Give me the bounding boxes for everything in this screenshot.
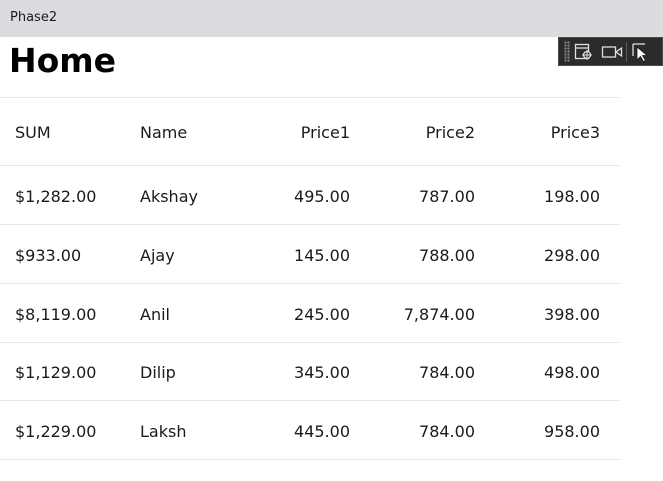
row-divider (0, 283, 620, 284)
row-divider (0, 400, 620, 401)
row-divider (0, 224, 620, 225)
cell-price3: 958.00 (544, 422, 600, 441)
window-title: Phase2 (10, 10, 58, 25)
cell-sum: $8,119.00 (15, 305, 97, 324)
select-element-icon[interactable] (627, 38, 655, 65)
title-bar[interactable]: Phase2 (0, 0, 663, 37)
cell-price2: 788.00 (419, 246, 475, 265)
cell-name: Akshay (140, 187, 198, 206)
cell-price1: 445.00 (294, 422, 350, 441)
cell-price3: 398.00 (544, 305, 600, 324)
cell-sum: $1,282.00 (15, 187, 97, 206)
cell-price2: 784.00 (419, 422, 475, 441)
toolbar-grip[interactable] (564, 41, 570, 62)
column-header-name[interactable]: Name (140, 123, 188, 142)
column-header-price3[interactable]: Price3 (550, 123, 600, 142)
cell-sum: $1,129.00 (15, 363, 97, 382)
cell-price1: 495.00 (294, 187, 350, 206)
column-header-price2[interactable]: Price2 (425, 123, 475, 142)
cell-price1: 345.00 (294, 363, 350, 382)
column-header-price1[interactable]: Price1 (300, 123, 350, 142)
cell-price3: 298.00 (544, 246, 600, 265)
cell-price2: 784.00 (419, 363, 475, 382)
column-header-sum[interactable]: SUM (15, 123, 51, 142)
cell-price1: 145.00 (294, 246, 350, 265)
toolbar-separator (626, 41, 627, 62)
cell-sum: $933.00 (15, 246, 82, 265)
cell-name: Anil (140, 305, 170, 324)
cell-name: Ajay (140, 246, 175, 265)
cell-name: Laksh (140, 422, 187, 441)
row-divider (0, 165, 620, 166)
cell-sum: $1,229.00 (15, 422, 97, 441)
cell-price3: 498.00 (544, 363, 600, 382)
page-title: Home (9, 41, 117, 80)
row-divider (0, 459, 620, 460)
cell-name: Dilip (140, 363, 176, 382)
cell-price2: 787.00 (419, 187, 475, 206)
cell-price2: 7,874.00 (403, 305, 475, 324)
header-divider (0, 97, 620, 98)
cell-price3: 198.00 (544, 187, 600, 206)
row-divider (0, 342, 620, 343)
cell-price1: 245.00 (294, 305, 350, 324)
debug-toolbar (558, 37, 663, 66)
record-icon[interactable] (598, 38, 626, 65)
live-visual-tree-icon[interactable] (570, 38, 598, 65)
